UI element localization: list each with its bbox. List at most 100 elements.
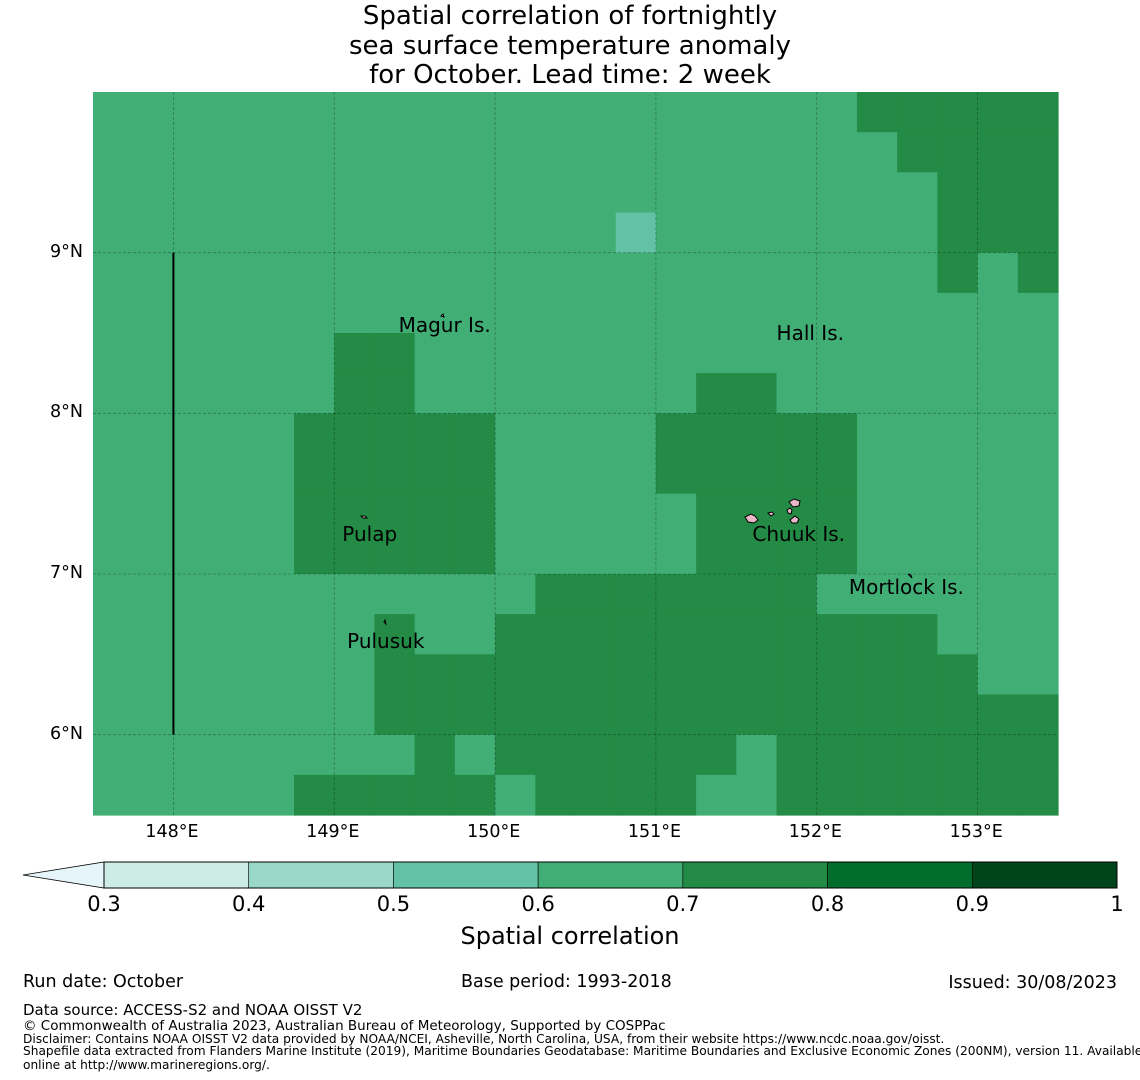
colorbar xyxy=(22,861,1118,889)
colorbar-segment xyxy=(393,861,539,889)
grid-cell xyxy=(173,92,215,133)
grid-cell xyxy=(253,734,295,776)
grid-cell xyxy=(535,132,577,173)
grid-cell xyxy=(977,734,1019,776)
grid-cell xyxy=(93,614,134,655)
grid-cell xyxy=(414,734,456,776)
grid-cell xyxy=(615,252,657,294)
grid-cell xyxy=(294,292,335,334)
grid-cell xyxy=(535,212,577,254)
grid-cell xyxy=(535,453,577,495)
grid-cell xyxy=(937,92,979,133)
grid-cell xyxy=(615,654,657,696)
grid-cell xyxy=(1017,453,1059,495)
grid-cell xyxy=(294,172,335,214)
grid-cell xyxy=(294,734,335,776)
grid-cell xyxy=(334,252,376,294)
grid-cell xyxy=(816,373,858,414)
grid-cell xyxy=(213,694,255,736)
grid-cell xyxy=(897,574,938,615)
grid-cell xyxy=(977,694,1019,736)
disclaimer: Disclaimer: Contains NOAA OISST V2 data … xyxy=(23,1032,945,1046)
grid-cell xyxy=(173,132,215,173)
grid-cell xyxy=(696,292,737,334)
grid-cell xyxy=(696,774,737,816)
grid-cell xyxy=(213,614,255,655)
grid-cell xyxy=(615,92,657,133)
colorbar-tick-label: 1 xyxy=(1110,892,1124,916)
grid-cell xyxy=(374,413,416,455)
grid-cell xyxy=(977,574,1019,615)
grid-cell xyxy=(535,172,577,214)
grid-cell xyxy=(213,292,255,334)
grid-cell xyxy=(696,614,737,655)
grid-cell xyxy=(414,453,456,495)
grid-cell xyxy=(897,413,938,455)
grid-cell xyxy=(334,614,376,655)
grid-cell xyxy=(93,774,134,816)
grid-cell xyxy=(897,333,938,374)
grid-cell xyxy=(856,694,898,736)
grid-cell xyxy=(575,92,617,133)
grid-cell xyxy=(133,694,175,736)
grid-cell xyxy=(655,132,697,173)
grid-cell xyxy=(213,493,255,535)
grid-cell xyxy=(535,292,577,334)
grid-cell xyxy=(495,292,536,334)
grid-cell xyxy=(897,493,938,535)
grid-cell xyxy=(776,132,818,173)
grid-cell xyxy=(414,373,456,414)
lon-tick-label: 152°E xyxy=(788,822,842,842)
grid-cell xyxy=(294,574,335,615)
grid-cell xyxy=(856,574,898,615)
grid-cell xyxy=(615,172,657,214)
grid-cell xyxy=(937,533,979,575)
grid-cell xyxy=(535,252,577,294)
grid-cell xyxy=(937,172,979,214)
grid-cell xyxy=(736,574,778,615)
grid-cell xyxy=(575,774,617,816)
place-label: Mortlock Is. xyxy=(848,574,964,599)
grid-cell xyxy=(495,132,536,173)
grid-cell xyxy=(696,212,737,254)
grid-cell xyxy=(856,533,898,575)
grid-cell xyxy=(133,453,175,495)
grid-cell xyxy=(1017,292,1059,334)
colorbar-tick-label: 0.9 xyxy=(955,892,989,916)
grid-cell xyxy=(776,333,818,374)
grid-cell xyxy=(1017,533,1059,575)
grid-cell xyxy=(133,373,175,414)
grid-cell xyxy=(414,292,456,334)
colorbar-tick-label: 0.5 xyxy=(376,892,411,916)
colorbar-segment xyxy=(682,861,828,889)
grid-cell xyxy=(253,533,295,575)
grid-cell xyxy=(93,453,134,495)
grid-cell xyxy=(454,453,496,495)
grid-cell xyxy=(253,333,295,374)
grid-cell xyxy=(856,92,898,133)
grid-cell xyxy=(334,453,376,495)
grid-cell xyxy=(696,373,737,414)
grid-cell xyxy=(253,373,295,414)
grid-cell xyxy=(776,252,818,294)
grid-cell xyxy=(414,774,456,816)
grid-cell xyxy=(615,734,657,776)
grid-cell xyxy=(655,373,697,414)
grid-cell xyxy=(696,413,737,455)
grid-cell xyxy=(374,614,416,655)
island-shape xyxy=(907,573,913,579)
grid-cell xyxy=(133,333,175,374)
grid-cell xyxy=(334,373,376,414)
grid-cell xyxy=(937,493,979,535)
grid-cell xyxy=(253,654,295,696)
grid-cell xyxy=(133,172,175,214)
grid-cell xyxy=(897,252,938,294)
grid-cell xyxy=(173,493,215,535)
grid-cell xyxy=(495,172,536,214)
grid-cell xyxy=(856,413,898,455)
grid-cell xyxy=(575,373,617,414)
map-panel xyxy=(93,92,1059,816)
grid-cell xyxy=(173,373,215,414)
grid-cell xyxy=(977,172,1019,214)
colorbar-tick-label: 0.3 xyxy=(87,892,121,916)
